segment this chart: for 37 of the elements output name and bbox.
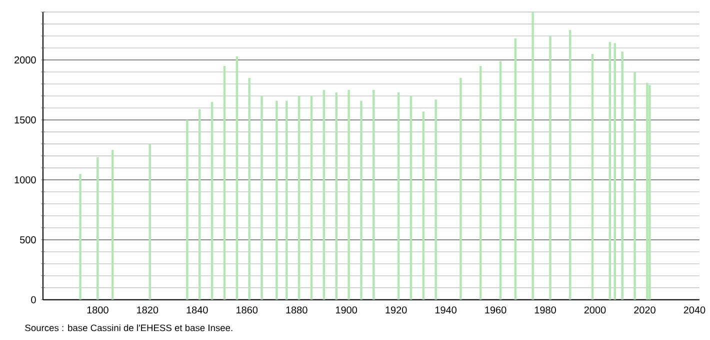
bar [286, 100, 288, 300]
bar [621, 52, 624, 300]
x-tick-label: 1880 [286, 306, 308, 314]
x-tick-label: 2020 [634, 306, 656, 314]
x-tick-label: 1840 [186, 306, 208, 314]
bar [79, 174, 82, 300]
y-tick-label: 1500 [14, 116, 36, 124]
x-tick-label: 1800 [87, 306, 108, 314]
x-tick-label: 1940 [435, 306, 457, 314]
bar [532, 12, 534, 300]
y-tick-label: 0 [31, 296, 36, 304]
bar [186, 120, 188, 300]
y-tick-label: 1000 [14, 176, 36, 184]
bar [276, 100, 278, 300]
bar [634, 72, 636, 300]
bar [648, 85, 651, 300]
bar [549, 36, 552, 300]
x-tick-label: 1900 [336, 306, 358, 314]
bar [348, 90, 350, 300]
x-tick-label: 1820 [137, 306, 158, 314]
x-tick-label: 1980 [534, 306, 556, 314]
bar [96, 157, 99, 300]
x-tick-label: 2040 [684, 306, 706, 314]
bar [260, 96, 263, 300]
bar [248, 78, 250, 300]
x-tick-label: 1960 [485, 306, 506, 314]
x-tick-label: 1920 [386, 306, 407, 314]
bar [434, 100, 437, 300]
x-tick-label: 2000 [584, 306, 606, 314]
bar [646, 82, 648, 300]
y-tick-label: 500 [20, 236, 36, 244]
y-tick-label: 2000 [14, 56, 36, 64]
bar [360, 100, 362, 300]
source-note: Sources : base Cassini de l'EHESS et base Insee. [25, 324, 232, 332]
bar [460, 78, 462, 300]
bar [372, 90, 375, 300]
x-tick-label: 1860 [236, 306, 258, 314]
